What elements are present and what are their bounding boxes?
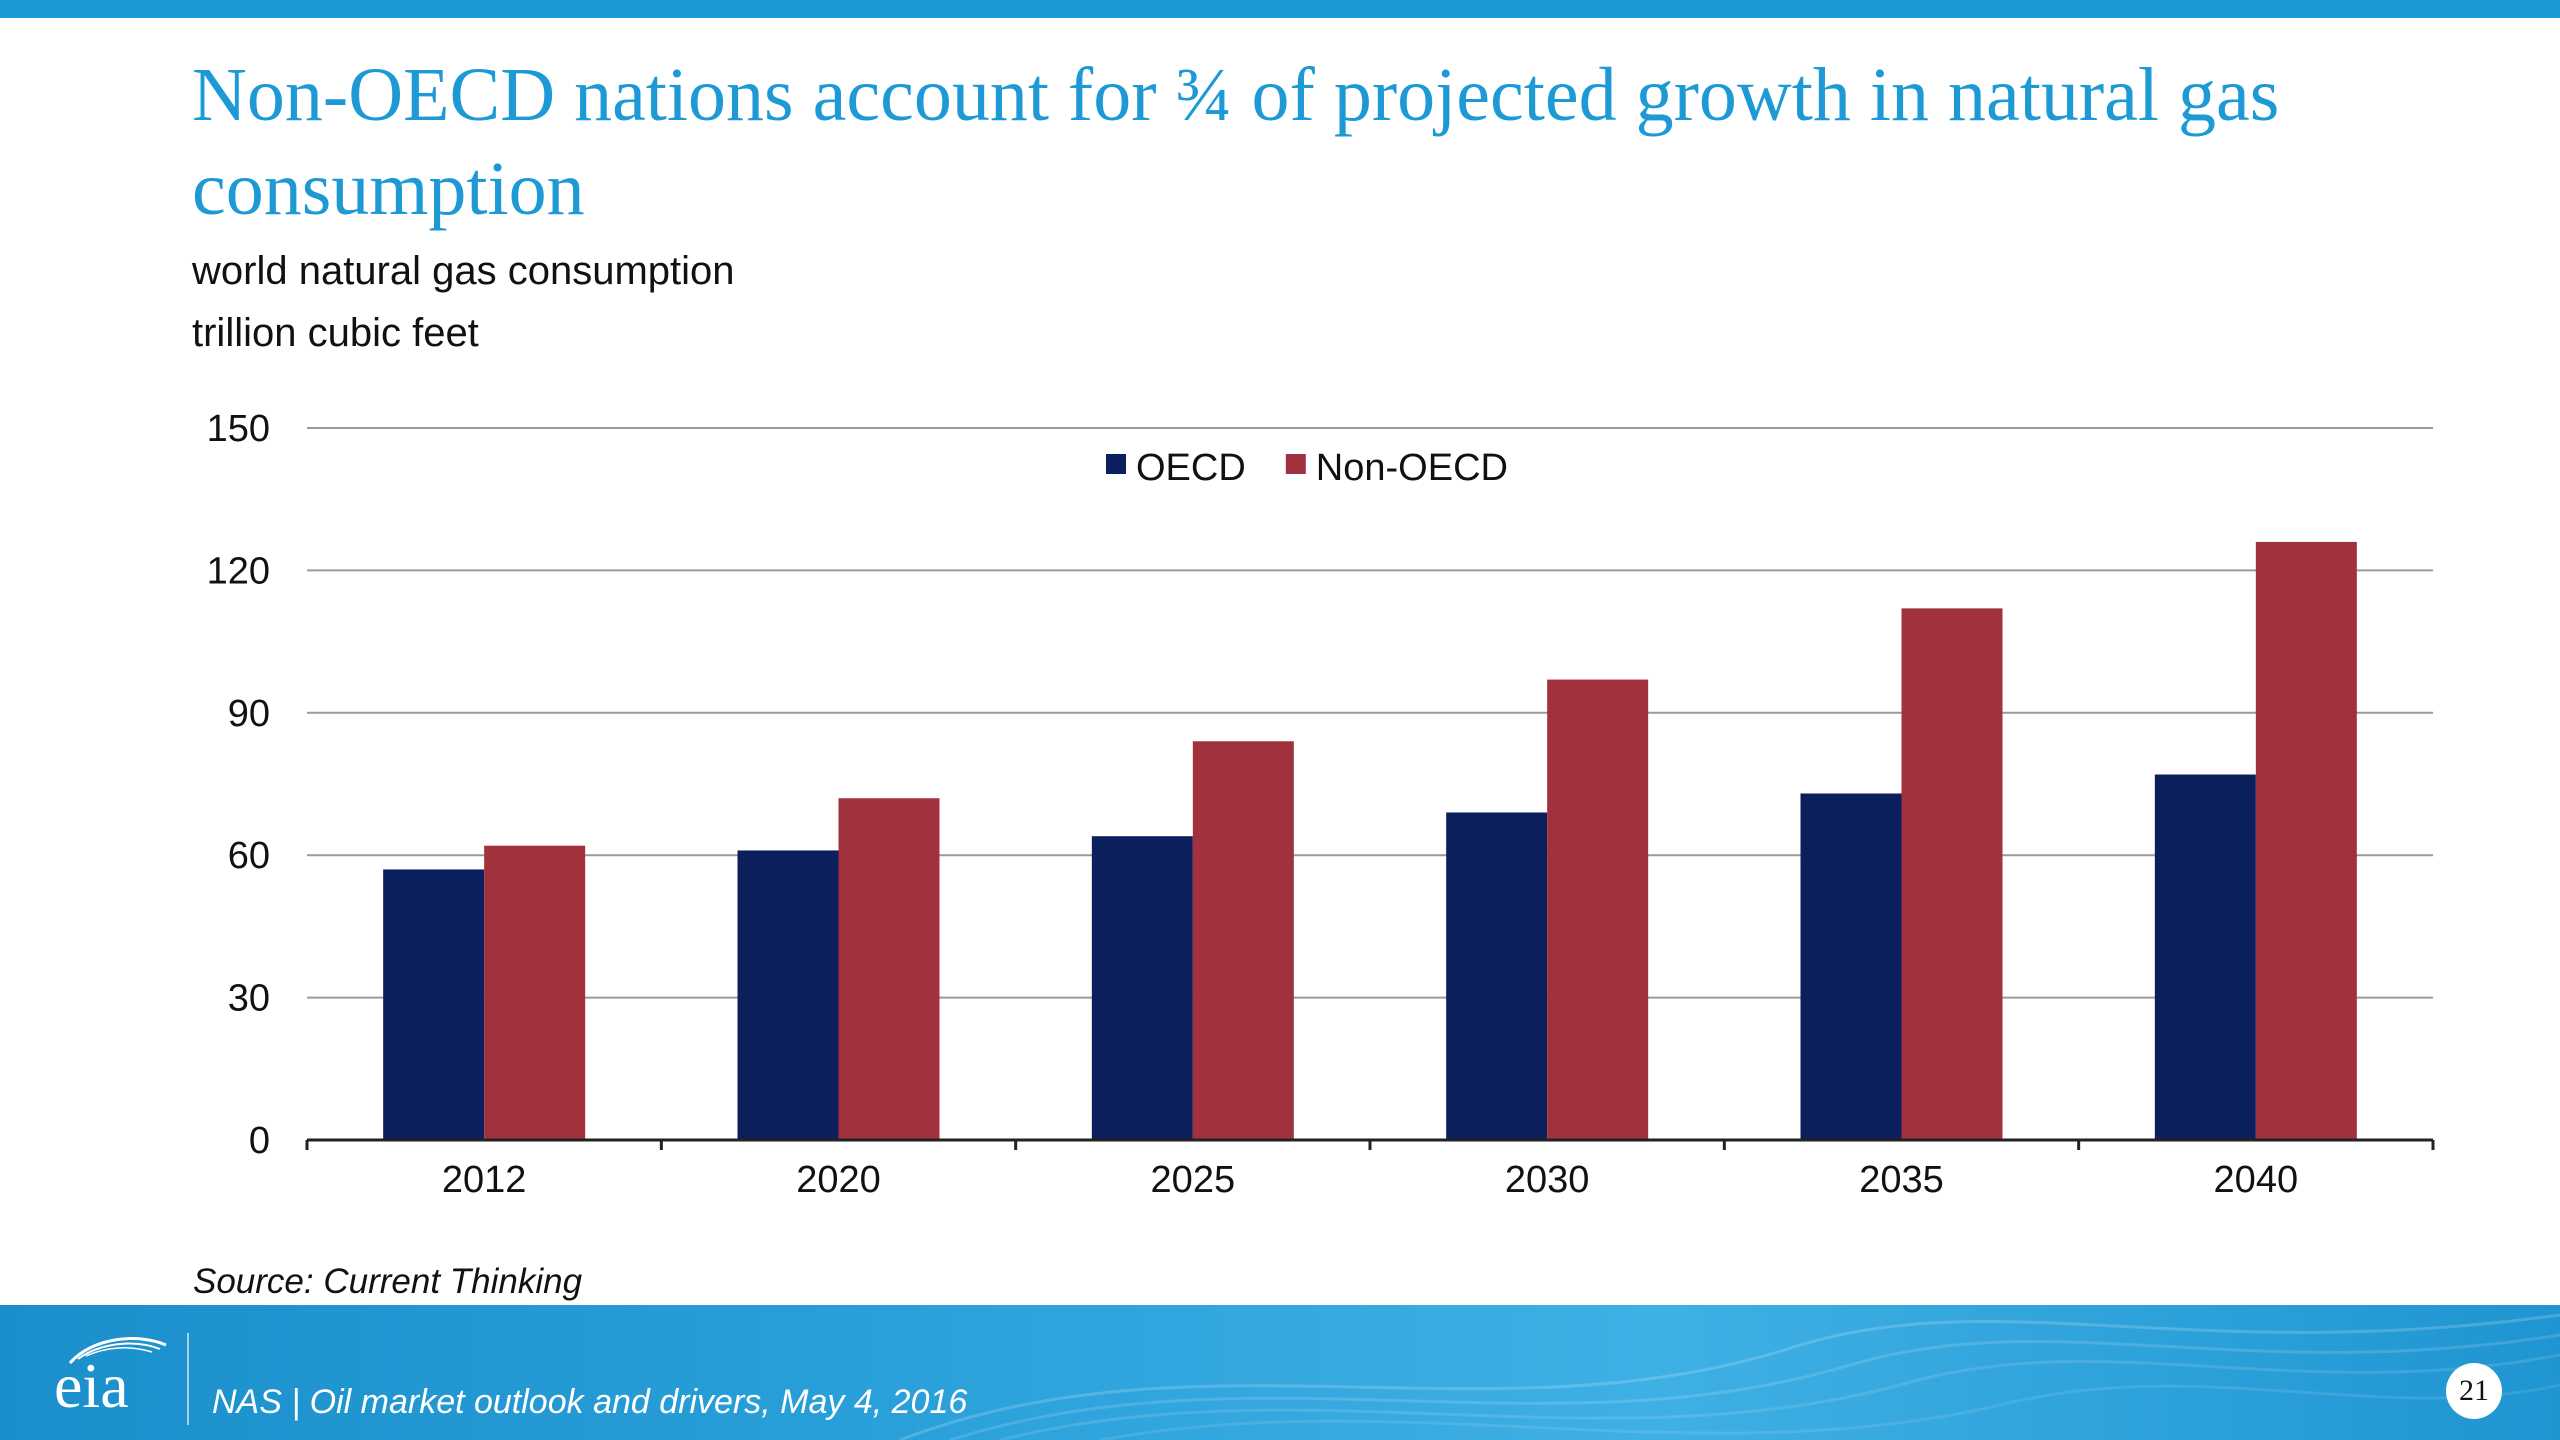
y-tick-label-30: 30	[228, 978, 270, 1020]
chart-subtitle-measure: world natural gas consumption	[192, 249, 735, 293]
axes: 0 30 60 90 120 150 2012 2020 2025 2030 2035 2040	[207, 408, 2435, 1201]
bar-oecd-2025	[1091, 836, 1193, 1140]
page-number: 21	[2446, 1363, 2502, 1419]
y-tick-label-90: 90	[228, 693, 270, 735]
x-tick-label-2035: 2035	[1859, 1159, 1944, 1201]
legend-swatch-oecd	[1106, 454, 1126, 474]
bar-non-oecd-2020	[838, 798, 940, 1140]
bars	[383, 541, 2357, 1140]
bar-oecd-2020	[737, 850, 839, 1140]
x-tick-label-2040: 2040	[2214, 1159, 2299, 1201]
bar-oecd-2040	[2154, 774, 2256, 1140]
bar-chart: 0 30 60 90 120 150 2012 2020 2025 2030 2035 2040 OE…	[207, 408, 2435, 1201]
footer-divider	[187, 1333, 189, 1425]
footer-caption: NAS | Oil market outlook and drivers, Ma…	[212, 1383, 968, 1421]
top-accent-bar	[0, 0, 2560, 18]
bar-non-oecd-2012	[484, 845, 586, 1140]
bar-non-oecd-2040	[2255, 541, 2357, 1140]
bar-oecd-2012	[383, 869, 485, 1140]
bar-oecd-2030	[1446, 812, 1548, 1140]
y-tick-label-0: 0	[249, 1120, 270, 1162]
footer-bar: eia NAS | Oil market outlook and drivers…	[0, 1305, 2560, 1440]
eia-logo-wordmark: eia	[54, 1350, 129, 1419]
legend-swatch-non-oecd	[1285, 454, 1306, 474]
legend-label-non-oecd: Non-OECD	[1316, 447, 1508, 489]
bar-non-oecd-2030	[1547, 679, 1649, 1140]
y-tick-label-150: 150	[207, 408, 270, 450]
legend: OECD Non-OECD	[1106, 447, 1508, 489]
gridlines	[307, 427, 2433, 999]
source-note: Source: Current Thinking	[193, 1262, 583, 1301]
footer-wave-decoration	[899, 1313, 2560, 1440]
x-tick-label-2012: 2012	[442, 1159, 527, 1201]
chart-subtitle-unit: trillion cubic feet	[192, 311, 479, 355]
y-tick-label-60: 60	[228, 835, 270, 877]
slide-title: Non-OECD nations account for ¾ of projec…	[192, 53, 2280, 231]
bar-oecd-2035	[1800, 793, 1902, 1140]
x-tick-label-2025: 2025	[1151, 1159, 1236, 1201]
chart-subtitle: world natural gas consumption trillion c…	[192, 240, 735, 364]
x-tick-label-2030: 2030	[1505, 1159, 1590, 1201]
eia-logo: eia	[54, 1337, 167, 1419]
bar-non-oecd-2035	[1901, 608, 2003, 1140]
legend-label-oecd: OECD	[1136, 447, 1246, 489]
bar-non-oecd-2025	[1192, 741, 1294, 1140]
x-tick-label-2020: 2020	[796, 1159, 881, 1201]
y-tick-label-120: 120	[207, 550, 270, 592]
